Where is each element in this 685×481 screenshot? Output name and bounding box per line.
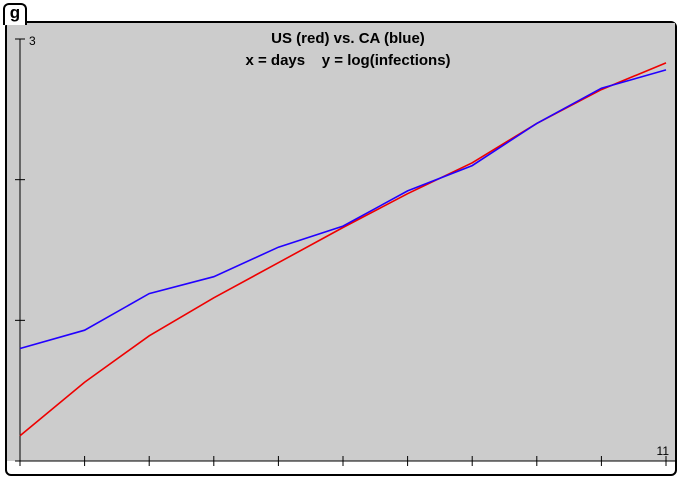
window-tab[interactable]: g	[3, 3, 27, 25]
plot-window: 3 11 US (red) vs. CA (blue) x = days y =…	[5, 21, 677, 476]
plot-area	[7, 23, 675, 461]
y-axis-max-label: 3	[29, 34, 36, 48]
series-line-2	[19, 69, 667, 350]
chart: 3 11 US (red) vs. CA (blue) x = days y =…	[7, 23, 675, 466]
x-axis-max-label: 11	[657, 444, 670, 458]
chart-title: US (red) vs. CA (blue)	[271, 30, 425, 47]
chart-subtitle: x = days y = log(infections)	[245, 52, 450, 69]
